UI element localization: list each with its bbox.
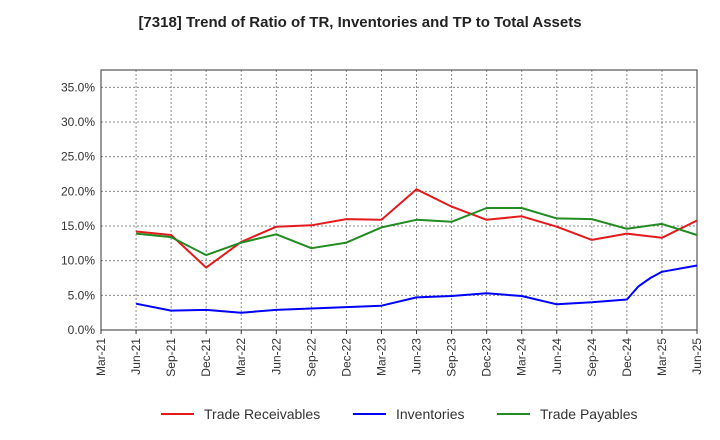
y-tick-label: 0.0% [68, 323, 96, 337]
y-tick-label: 20.0% [61, 184, 95, 198]
y-tick-label: 30.0% [61, 115, 95, 129]
grid [100, 70, 698, 331]
x-tick-label: Mar-24 [515, 338, 529, 376]
series-line-trade-payables [136, 207, 698, 257]
x-tick-label: Mar-22 [234, 338, 248, 376]
x-tick-label: Mar-25 [655, 338, 669, 376]
series-line-inventories [135, 264, 698, 314]
series-lines [135, 188, 698, 314]
y-tick-label: 5.0% [68, 288, 96, 302]
legend: Trade Receivables Inventories Trade Payabl… [161, 406, 638, 422]
y-tick-label: 35.0% [61, 80, 95, 94]
x-tick-label: Dec-24 [620, 338, 634, 377]
x-tick-label: Sep-23 [445, 338, 459, 377]
axes: 0.0% 5.0% 10.0% 15.0% 20.0% 25.0% 30.0% 35.0% Ma… [61, 69, 704, 377]
y-tick-label: 15.0% [61, 219, 95, 233]
x-tick-label: Jun-25 [690, 338, 704, 375]
x-tick-label: Sep-24 [585, 338, 599, 377]
legend-label: Trade Payables [540, 406, 638, 422]
chart-title: [7318] Trend of Ratio of TR, Inventories… [138, 14, 582, 31]
plot-frame [100, 69, 698, 331]
x-tick-label: Sep-22 [304, 338, 318, 377]
legend-label: Trade Receivables [204, 406, 320, 422]
series-line-trade-receivables [136, 188, 698, 269]
x-tick-label: Jun-21 [129, 338, 143, 375]
x-tick-label: Jun-22 [269, 338, 283, 375]
legend-label: Inventories [396, 406, 464, 422]
x-tick-label: Jun-23 [410, 338, 424, 375]
x-tick-label: Jun-24 [550, 338, 564, 375]
x-tick-label: Sep-21 [164, 338, 178, 377]
x-tick-label: Mar-21 [94, 338, 108, 376]
y-tick-label: 25.0% [61, 150, 95, 164]
x-tick-label: Dec-21 [199, 338, 213, 377]
y-tick-label: 10.0% [61, 254, 95, 268]
x-tick-label: Dec-22 [339, 338, 353, 377]
x-tick-label: Dec-23 [480, 338, 494, 377]
x-tick-label: Mar-23 [374, 338, 388, 376]
